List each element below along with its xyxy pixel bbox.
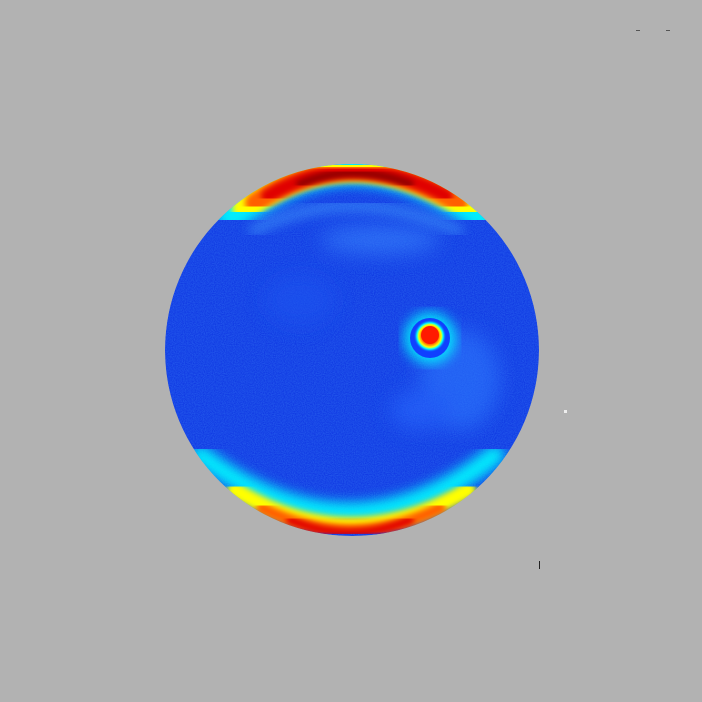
top-hot-arc	[215, 164, 497, 236]
disk-texture	[165, 164, 539, 536]
artifact-mark	[636, 30, 640, 31]
artifact-mark	[539, 561, 540, 569]
hotspot	[404, 312, 456, 364]
sensor-disk	[165, 164, 539, 536]
artifact-mark	[666, 30, 670, 31]
artifact-mark	[564, 410, 567, 413]
disk-patches	[265, 226, 500, 430]
bottom-hot-arc	[190, 445, 505, 536]
